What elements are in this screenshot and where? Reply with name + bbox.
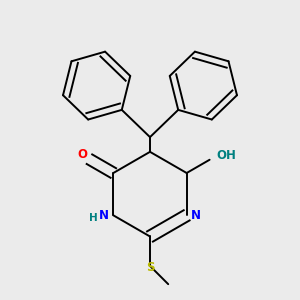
Text: H: H <box>89 213 98 223</box>
Text: OH: OH <box>216 149 236 162</box>
Text: O: O <box>78 148 88 161</box>
Text: N: N <box>191 209 201 222</box>
Text: N: N <box>99 209 109 222</box>
Text: S: S <box>146 261 154 274</box>
